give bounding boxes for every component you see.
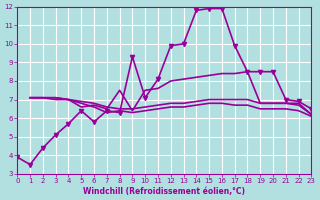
X-axis label: Windchill (Refroidissement éolien,°C): Windchill (Refroidissement éolien,°C) xyxy=(84,187,245,196)
